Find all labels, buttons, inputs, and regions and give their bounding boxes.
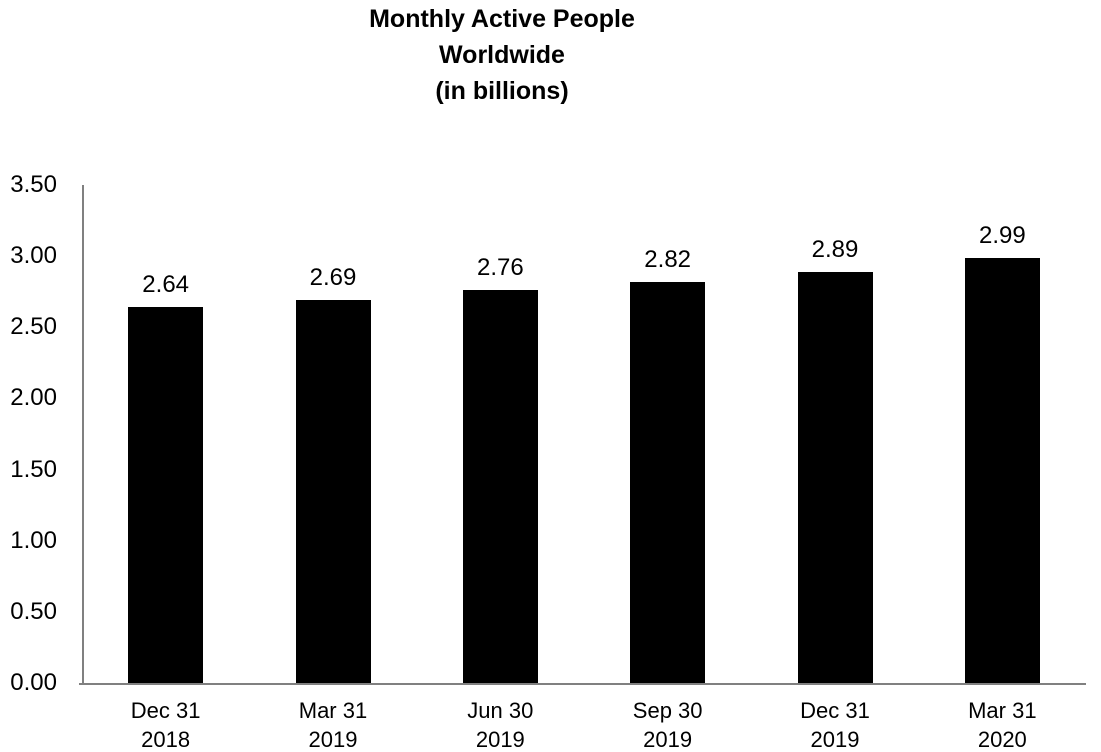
x-axis-tick-line: Dec 31	[130, 698, 201, 723]
bar-value-label: 2.99	[978, 221, 1026, 249]
y-axis-tick-label: 2.00	[10, 384, 57, 412]
bar	[630, 281, 706, 683]
x-axis-tick-line: Mar 31	[298, 698, 368, 723]
y-axis-tick-label: 2.50	[10, 313, 57, 341]
y-axis-tick-label: 3.50	[10, 171, 57, 198]
bar-value-label: 2.82	[644, 245, 692, 273]
x-axis-tick-label: Jun 30 2019	[430, 696, 570, 752]
x-axis-line	[79, 683, 1086, 685]
bar	[128, 307, 204, 683]
x-axis-tick-line: 2019	[643, 727, 693, 752]
x-axis-tick-line: 2019	[810, 727, 860, 752]
bar	[462, 290, 538, 683]
bar-value-label: 2.64	[142, 271, 190, 299]
x-axis-tick-line: Dec 31	[800, 698, 870, 723]
x-axis-tick-label: Dec 31 2018	[96, 696, 236, 752]
y-axis-tick-label: 0.00	[10, 669, 57, 696]
x-axis-tick-line: Jun 30	[467, 698, 534, 723]
y-axis-line	[82, 185, 84, 683]
x-axis-tick-line: 2019	[308, 727, 358, 752]
chart-title-line-2: Worldwide	[439, 41, 565, 69]
x-axis-tick-line: Mar 31	[968, 698, 1037, 723]
x-axis-tick-label: Mar 31 2020	[932, 696, 1072, 752]
x-axis-tick-label: Dec 31 2019	[765, 696, 905, 752]
y-axis-tick-label: 1.50	[10, 455, 57, 483]
y-axis-tick-label: 3.00	[10, 242, 57, 270]
bar	[797, 271, 873, 683]
x-axis-tick-label: Sep 30 2019	[598, 696, 738, 752]
x-axis-tick-line: 2019	[475, 727, 525, 752]
y-axis-tick-label: 1.00	[10, 526, 57, 554]
bar	[964, 257, 1040, 683]
bar-value-label: 2.69	[309, 264, 357, 292]
x-axis-tick-line: Sep 30	[632, 698, 703, 723]
chart-title-line-3: (in billions)	[435, 77, 569, 105]
bar	[295, 300, 371, 683]
chart-title-line-1: Monthly Active People	[369, 5, 635, 33]
x-axis-tick-label: Mar 31 2019	[263, 696, 403, 752]
bar-value-label: 2.89	[811, 235, 859, 263]
y-axis-tick-label: 0.50	[10, 597, 57, 625]
chart-title: Monthly Active People Worldwide (in bill…	[369, 1, 635, 109]
bar-value-label: 2.76	[476, 254, 524, 282]
x-axis-tick-line: 2018	[141, 727, 191, 752]
x-axis-tick-line: 2020	[977, 727, 1027, 752]
